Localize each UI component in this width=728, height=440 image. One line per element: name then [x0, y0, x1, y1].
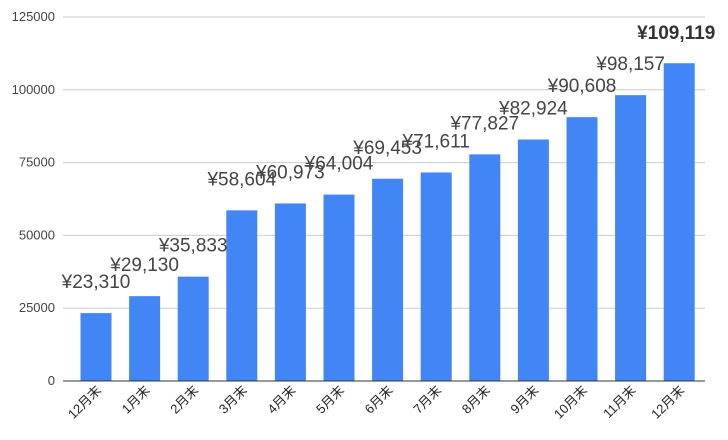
bar — [177, 276, 209, 381]
x-tick-label: 11月末 — [600, 383, 639, 422]
data-label: ¥29,130 — [109, 255, 179, 276]
data-label: ¥35,833 — [158, 236, 228, 257]
data-label: ¥60,973 — [255, 162, 325, 183]
x-tick-label: 8月末 — [459, 383, 493, 417]
y-tick-label: 75000 — [19, 155, 55, 170]
bar — [226, 210, 258, 381]
x-tick-label: 6月末 — [362, 383, 396, 417]
x-tick-label: 12月末 — [648, 383, 687, 422]
x-tick-label: 4月末 — [264, 383, 298, 417]
bar — [615, 95, 647, 382]
data-label: ¥71,611 — [402, 131, 470, 152]
bar — [323, 194, 355, 381]
bar — [517, 139, 549, 381]
bar — [80, 313, 112, 381]
y-tick-label: 100000 — [12, 82, 55, 97]
data-label: ¥69,453 — [352, 138, 422, 159]
y-tick-label: 125000 — [12, 9, 55, 24]
data-label: ¥90,608 — [547, 76, 617, 97]
x-tick-label: 7月末 — [410, 383, 444, 417]
y-tick-label: 25000 — [19, 300, 55, 315]
x-tick-label: 2月末 — [167, 383, 201, 417]
data-label: ¥23,310 — [61, 272, 131, 293]
bar — [129, 296, 161, 381]
bar — [469, 154, 501, 381]
x-tick-label: 1月末 — [119, 383, 153, 417]
x-tick-label: 9月末 — [507, 383, 541, 417]
y-tick-label: 50000 — [19, 227, 55, 242]
bar — [274, 203, 306, 381]
data-label: ¥98,157 — [595, 54, 665, 75]
bar — [372, 178, 404, 381]
x-tick-label: 12月末 — [65, 383, 104, 422]
data-label: ¥58,604 — [206, 169, 276, 190]
x-tick-label: 10月末 — [551, 383, 590, 422]
data-label: ¥82,924 — [498, 99, 568, 120]
bar — [566, 117, 598, 381]
data-label: ¥77,827 — [449, 113, 519, 134]
bar — [663, 63, 695, 381]
y-axis: 0 25000 50000 75000 100000 125000 — [12, 9, 55, 388]
data-label: ¥109,119 — [637, 23, 715, 44]
x-axis: 12月末 1月末 2月末 3月末 4月末 5月末 6月末 7月末 8月末 9月末 10月末 11月末 1… — [65, 383, 687, 422]
data-label: ¥64,004 — [304, 154, 374, 175]
bar — [420, 172, 452, 381]
data-labels: ¥23,310¥29,130¥35,833 ¥58,604¥60,973¥64,0… — [61, 23, 716, 293]
x-tick-label: 5月末 — [313, 383, 347, 417]
gridlines — [63, 16, 705, 309]
bars — [80, 63, 695, 382]
y-tick-label: 0 — [48, 373, 55, 388]
x-tick-label: 3月末 — [216, 383, 250, 417]
